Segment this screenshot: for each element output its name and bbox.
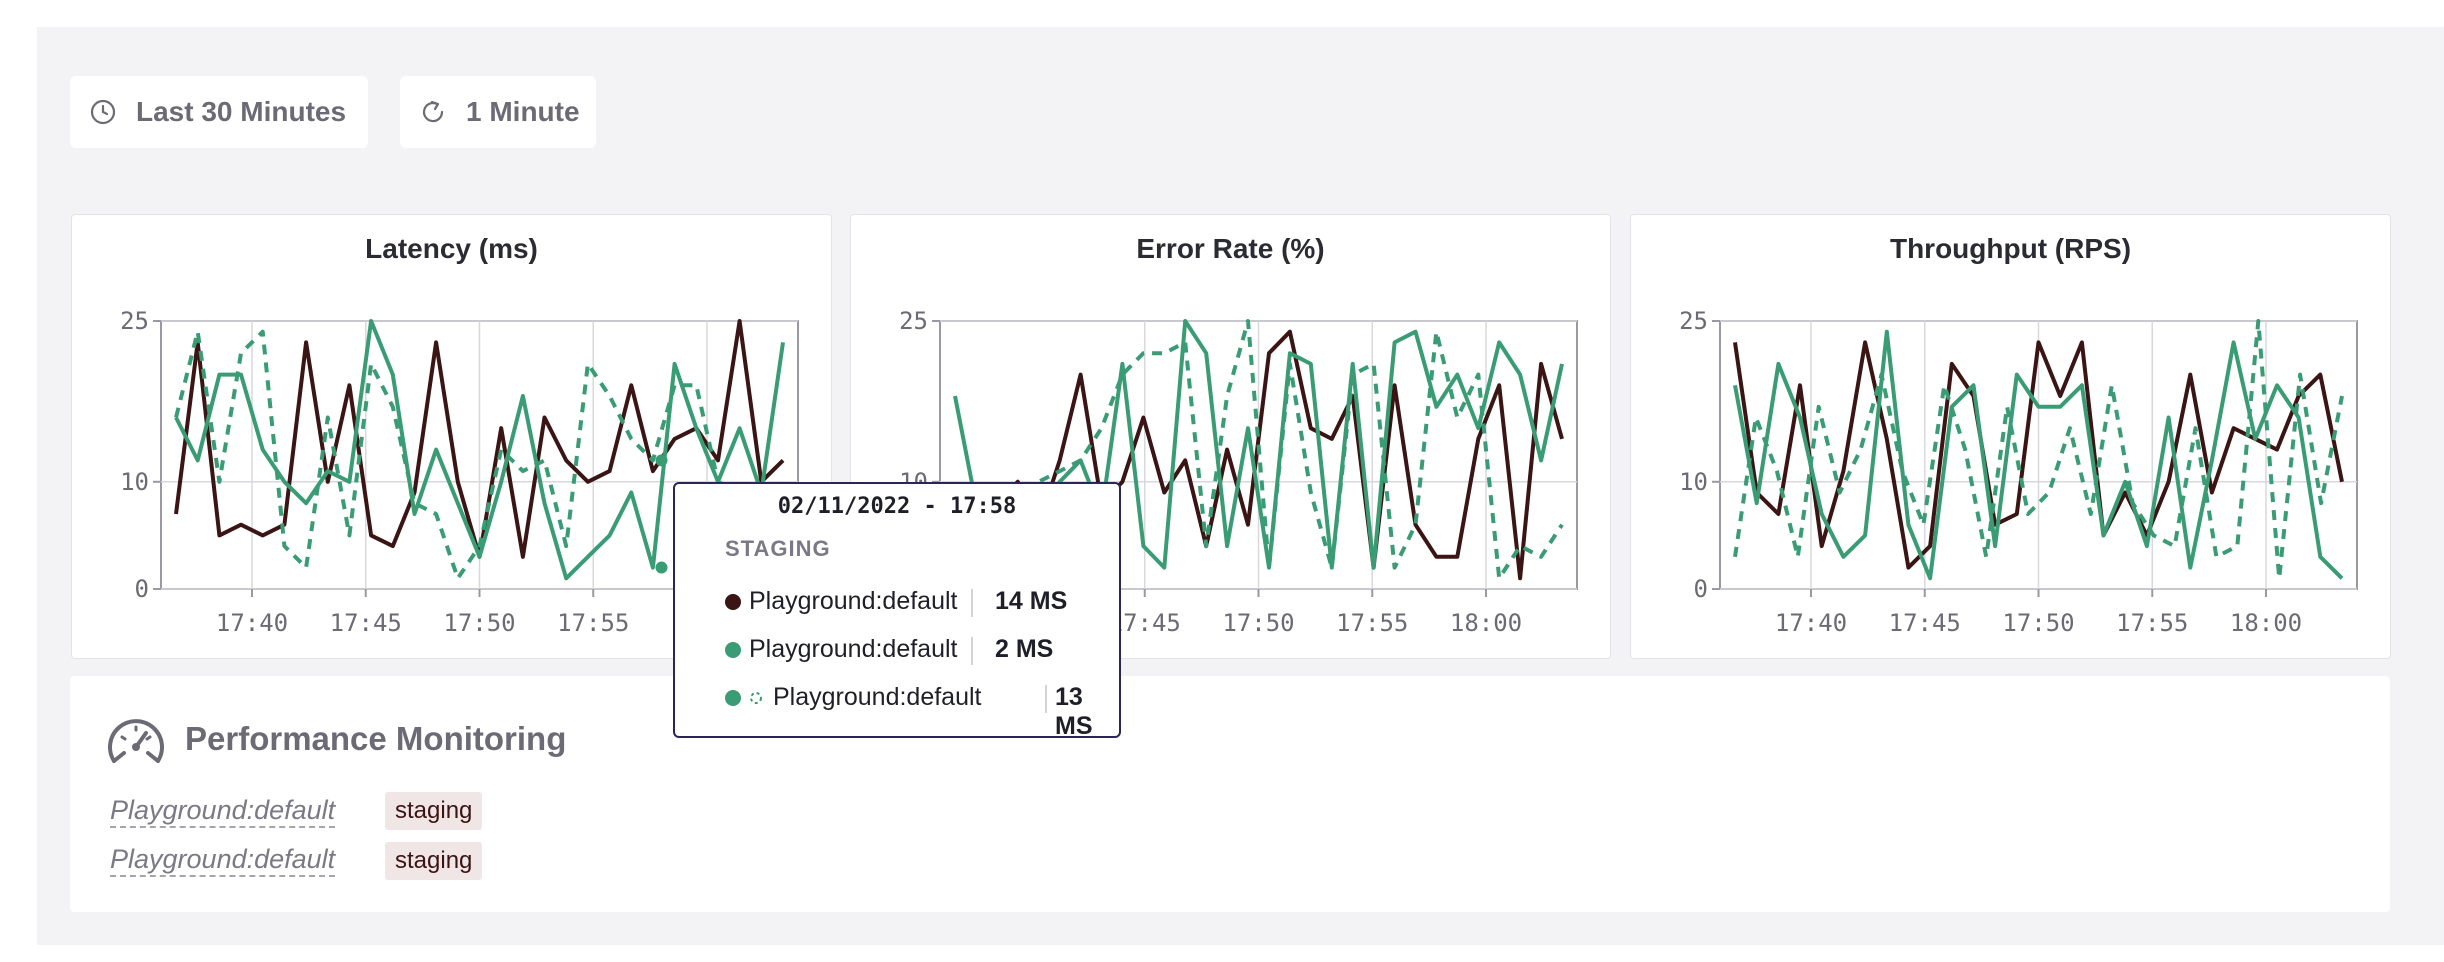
x-tick-label: 18:00 bbox=[2230, 609, 2302, 637]
service-link[interactable]: Playground:default bbox=[110, 843, 336, 877]
latency-chart-card: Latency (ms) 0102517:4017:4517:5017:5518… bbox=[71, 214, 832, 659]
hover-point bbox=[655, 561, 668, 574]
y-tick-label: 10 bbox=[1679, 468, 1708, 496]
throughput-chart-card: Throughput (RPS) 0 10 25 17:40 17:45 17:50 17:… bbox=[1630, 214, 2391, 659]
tooltip-row: Playground:default 14 MS bbox=[725, 587, 1105, 619]
x-tick-label: 17:50 bbox=[443, 609, 515, 637]
series-line-1 bbox=[1733, 340, 2344, 570]
tooltip-date: 02/11/2022 - 17:58 bbox=[777, 494, 1017, 519]
hover-point bbox=[655, 454, 668, 467]
service-link[interactable]: Playground:default bbox=[110, 794, 336, 828]
x-tick-label: 17:50 bbox=[1222, 609, 1294, 637]
divider bbox=[971, 589, 973, 617]
y-tick-label: 25 bbox=[1679, 307, 1708, 335]
dashed-line-icon bbox=[750, 692, 762, 704]
x-tick-label: 17:55 bbox=[557, 609, 629, 637]
tooltip-row: Playground:default 13 MS bbox=[725, 683, 1105, 740]
y-tick-label: 0 bbox=[1694, 575, 1708, 603]
tooltip-value: 14 MS bbox=[995, 587, 1068, 615]
tooltip-series-label: Playground:default bbox=[773, 683, 982, 711]
tooltip-environment: STAGING bbox=[725, 536, 831, 561]
tooltip-value: 13 MS bbox=[1055, 683, 1093, 740]
y-tick-label: 0 bbox=[135, 575, 149, 603]
series-line-3 bbox=[954, 319, 1564, 581]
series-dot-icon bbox=[725, 690, 741, 706]
y-tick-label: 25 bbox=[120, 307, 149, 335]
env-badge: staging bbox=[385, 792, 483, 830]
chart-title: Latency (ms) bbox=[365, 233, 538, 264]
refresh-interval-button[interactable]: 1 Minute bbox=[400, 76, 596, 148]
series-line-3 bbox=[1733, 319, 2344, 581]
x-tick-label: 17:40 bbox=[1775, 609, 1847, 637]
divider bbox=[971, 637, 973, 665]
refresh-icon bbox=[422, 100, 444, 123]
x-tick-label: 17:45 bbox=[330, 609, 402, 637]
x-tick-label: 17:55 bbox=[2116, 609, 2188, 637]
x-tick-label: 17:55 bbox=[1336, 609, 1408, 637]
x-tick-label: 17:40 bbox=[216, 609, 288, 637]
x-tick-label: 18:00 bbox=[1450, 609, 1522, 637]
tooltip-value: 2 MS bbox=[995, 635, 1054, 663]
y-tick-label: 10 bbox=[120, 468, 149, 496]
chart-title: Throughput (RPS) bbox=[1889, 233, 2132, 264]
tooltip-series-label: Playground:default bbox=[749, 635, 958, 663]
clock-icon bbox=[90, 99, 116, 125]
time-range-label: Last 30 Minutes bbox=[136, 96, 347, 127]
series-line-3 bbox=[174, 329, 784, 581]
tooltip-row: Playground:default 2 MS bbox=[725, 635, 1105, 667]
tooltip-series-label: Playground:default bbox=[749, 587, 958, 615]
series-dot-icon bbox=[725, 642, 741, 658]
series-dot-icon bbox=[725, 594, 741, 610]
monitoring-title: Performance Monitoring bbox=[185, 720, 567, 757]
divider bbox=[1045, 685, 1047, 713]
chart-title: Error Rate (%) bbox=[1136, 233, 1325, 264]
refresh-interval-label: 1 Minute bbox=[466, 96, 580, 127]
throughput-chart: 0 10 25 17:40 17:45 17:50 17:55 18:00 bbox=[1679, 307, 2358, 637]
series-line-2 bbox=[1733, 329, 2344, 581]
env-badge: staging bbox=[385, 842, 483, 880]
x-tick-label: 17:50 bbox=[2002, 609, 2074, 637]
y-tick-label: 25 bbox=[899, 307, 928, 335]
x-tick-label: 17:45 bbox=[1889, 609, 1961, 637]
time-range-button[interactable]: Last 30 Minutes bbox=[70, 76, 368, 148]
gauge-icon bbox=[108, 719, 164, 763]
chart-tooltip: 02/11/2022 - 17:58 STAGING Playground:de… bbox=[673, 482, 1121, 740]
